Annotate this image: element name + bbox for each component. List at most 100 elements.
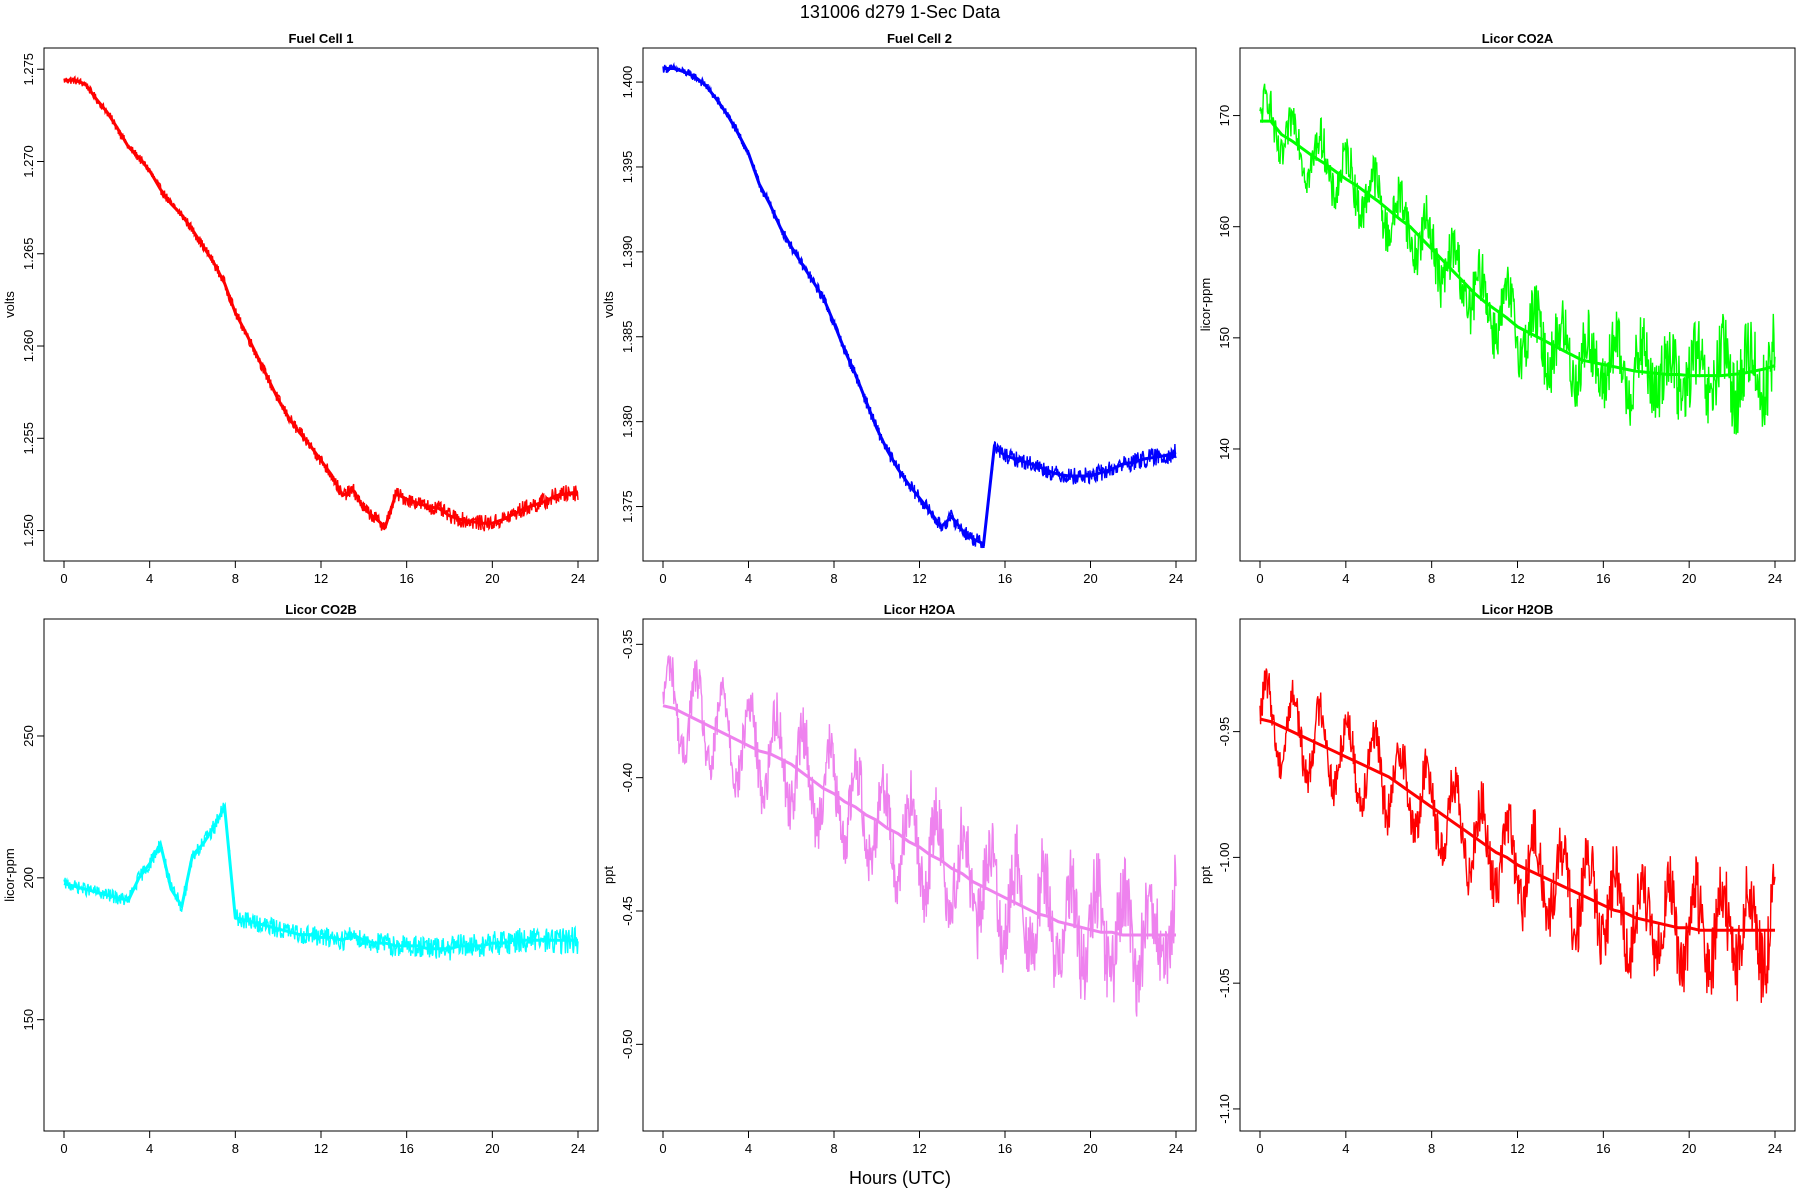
y-tick-label: -1.05 <box>1217 968 1232 998</box>
y-tick-label: 1.250 <box>21 514 36 547</box>
x-tick-label: 4 <box>146 1141 153 1156</box>
y-tick-label: 1.270 <box>21 145 36 178</box>
x-tick-label: 0 <box>1256 571 1263 586</box>
x-tick-label: 12 <box>314 571 328 586</box>
y-tick-label: 1.380 <box>620 405 635 438</box>
y-tick-label: 1.375 <box>620 490 635 523</box>
panel-title: Licor CO2B <box>285 602 357 617</box>
panel-3: Licor CO2A licor-ppm 0 4 8 12 16 20 24 140 150 160 1… <box>1198 31 1796 586</box>
x-tick-label: 20 <box>485 1141 499 1156</box>
panel-5: Licor H2OA ppt 0 4 8 12 16 20 24 -0.50 -0.45 -0.40 -… <box>601 602 1197 1156</box>
x-tick-label: 24 <box>1768 571 1782 586</box>
y-tick-label: 150 <box>1217 327 1232 349</box>
series-line <box>1259 668 1776 1003</box>
y-axis-label: volts <box>601 291 616 318</box>
y-tick-label: 1.385 <box>620 320 635 353</box>
y-tick-label: 1.265 <box>21 237 36 270</box>
y-tick-label: 1.275 <box>21 53 36 86</box>
x-tick-label: 4 <box>1342 571 1349 586</box>
plot-frame <box>43 47 599 562</box>
y-tick-label: -0.95 <box>1217 717 1232 747</box>
panel-1: Fuel Cell 1 volts 0 4 8 12 16 20 24 1.250 1.255 1.2… <box>2 31 599 586</box>
x-tick-label: 20 <box>1682 1141 1696 1156</box>
x-tick-label: 24 <box>1169 1141 1183 1156</box>
x-tick-label: 4 <box>745 1141 752 1156</box>
y-axis-label: licor-ppm <box>2 848 17 901</box>
y-tick-label: -1.00 <box>1217 843 1232 873</box>
y-tick-label: 150 <box>21 1009 36 1031</box>
x-tick-label: 0 <box>60 571 67 586</box>
x-tick-label: 16 <box>1596 571 1610 586</box>
plot-frame <box>1239 47 1796 562</box>
x-tick-label: 8 <box>830 571 837 586</box>
x-tick-label: 8 <box>1428 571 1435 586</box>
series-trend <box>63 801 578 951</box>
x-tick-label: 4 <box>1342 1141 1349 1156</box>
x-tick-label: 24 <box>571 1141 585 1156</box>
x-tick-label: 12 <box>314 1141 328 1156</box>
y-tick-label: -0.50 <box>620 1030 635 1060</box>
y-tick-label: 140 <box>1217 438 1232 460</box>
plot-frame <box>642 47 1197 562</box>
series-trend <box>1260 119 1776 378</box>
x-tick-label: 16 <box>998 571 1012 586</box>
x-tick-label: 12 <box>912 571 926 586</box>
series-trend <box>662 704 1176 937</box>
y-tick-label: -0.45 <box>620 896 635 926</box>
x-tick-label: 0 <box>60 1141 67 1156</box>
y-tick-label: 1.400 <box>620 66 635 99</box>
series-line <box>1259 83 1776 435</box>
y-tick-label: 250 <box>21 725 36 747</box>
y-axis-label: licor-ppm <box>1198 278 1213 331</box>
x-axis-title: Hours (UTC) <box>849 1168 951 1188</box>
y-tick-label: 200 <box>21 867 36 889</box>
x-tick-label: 0 <box>1256 1141 1263 1156</box>
panel-2: Fuel Cell 2 volts 0 4 8 12 16 20 24 1.375 1.380 1.3… <box>601 31 1197 586</box>
x-tick-label: 12 <box>1510 571 1524 586</box>
x-tick-label: 8 <box>232 1141 239 1156</box>
panel-4: Licor CO2B licor-ppm 0 4 8 12 16 20 24 150 200 250 <box>2 602 599 1156</box>
series-line <box>662 654 1177 1017</box>
y-axis-label: volts <box>2 291 17 318</box>
x-tick-label: 12 <box>912 1141 926 1156</box>
x-tick-label: 4 <box>745 571 752 586</box>
panel-title: Licor H2OB <box>1482 602 1554 617</box>
y-tick-label: 170 <box>1217 105 1232 127</box>
plot-frame <box>43 618 599 1132</box>
panel-6: Licor H2OB ppt 0 4 8 12 16 20 24 -1.10 -1.05 -1.00 -… <box>1198 602 1796 1156</box>
series-trend <box>1259 717 1775 932</box>
y-tick-label: -0.35 <box>620 630 635 660</box>
y-tick-label: 160 <box>1217 216 1232 238</box>
series-trend <box>64 78 579 530</box>
y-tick-label: -0.40 <box>620 763 635 793</box>
series-line <box>63 75 579 532</box>
x-tick-label: 16 <box>399 1141 413 1156</box>
series-trend <box>663 67 1177 547</box>
figure-title: 131006 d279 1-Sec Data <box>799 2 1001 22</box>
y-tick-label: -1.10 <box>1217 1094 1232 1124</box>
x-tick-label: 8 <box>830 1141 837 1156</box>
y-axis-label: ppt <box>601 866 616 884</box>
panel-title: Licor CO2A <box>1482 31 1554 46</box>
x-tick-label: 20 <box>1083 571 1097 586</box>
x-tick-label: 16 <box>998 1141 1012 1156</box>
x-tick-label: 8 <box>232 571 239 586</box>
x-tick-label: 16 <box>1596 1141 1610 1156</box>
x-tick-label: 12 <box>1510 1141 1524 1156</box>
x-tick-label: 20 <box>1682 571 1696 586</box>
panel-title: Fuel Cell 2 <box>887 31 952 46</box>
x-tick-label: 0 <box>659 571 666 586</box>
x-tick-label: 8 <box>1428 1141 1435 1156</box>
x-tick-label: 24 <box>1768 1141 1782 1156</box>
x-tick-label: 0 <box>659 1141 666 1156</box>
y-tick-label: 1.395 <box>620 151 635 184</box>
x-tick-label: 20 <box>485 571 499 586</box>
x-tick-label: 24 <box>1169 571 1183 586</box>
x-tick-label: 16 <box>399 571 413 586</box>
x-tick-label: 24 <box>571 571 585 586</box>
plot-frame <box>1239 618 1796 1132</box>
y-tick-label: 1.390 <box>620 236 635 269</box>
y-tick-label: 1.260 <box>21 330 36 363</box>
